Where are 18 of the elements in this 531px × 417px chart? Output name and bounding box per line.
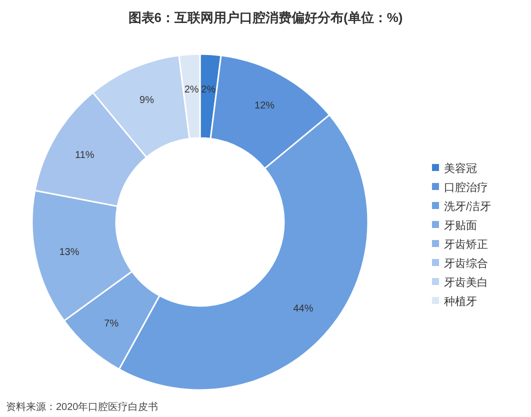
data-label: 2% — [201, 84, 216, 96]
legend-label: 口腔治疗 — [444, 181, 488, 194]
legend-label: 种植牙 — [444, 295, 477, 308]
data-label: 2% — [184, 84, 199, 96]
data-label: 7% — [104, 318, 119, 330]
legend-label: 牙齿矫正 — [444, 238, 488, 251]
data-label: 13% — [59, 247, 80, 258]
legend-label: 牙齿综合 — [444, 257, 488, 270]
legend-label: 洗牙/洁牙 — [444, 200, 492, 213]
text: 资料来源：2020年口腔医疗白皮书 — [6, 401, 158, 413]
legend-label: 美容冠 — [444, 162, 477, 175]
data-label: 12% — [254, 100, 275, 112]
legend-label: 牙齿美白 — [444, 276, 488, 289]
data-label: 9% — [140, 95, 154, 106]
chart-title: 图表6：互联网用户口腔消费偏好分布(单位：%) — [128, 10, 403, 25]
legend-label: 牙贴面 — [444, 220, 477, 232]
data-label: 11% — [75, 150, 94, 161]
data-label: 44% — [293, 303, 314, 314]
